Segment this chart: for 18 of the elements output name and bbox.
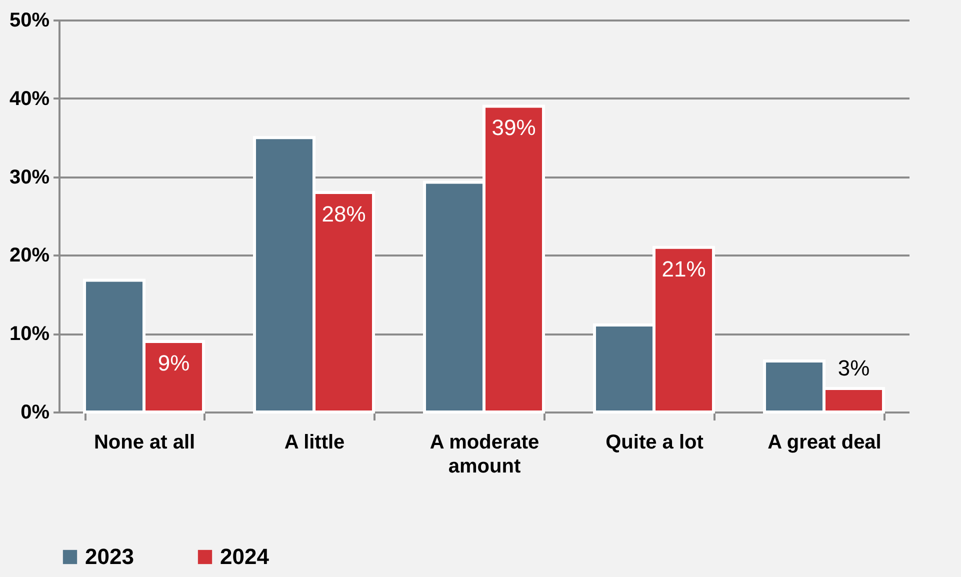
x-tick-label: A little — [284, 432, 345, 454]
legend-label: 2024 — [220, 544, 270, 569]
y-tick-label: 50% — [9, 10, 50, 32]
x-tick-label: None at all — [94, 432, 196, 454]
data-label: 3% — [838, 355, 870, 380]
x-tick-label: A moderate amount — [430, 432, 540, 478]
data-label: 39% — [492, 115, 536, 140]
data-label: 21% — [662, 256, 706, 282]
data-label: 28% — [322, 201, 366, 226]
data-label: 9% — [158, 350, 190, 376]
y-tick-label: 20% — [9, 244, 50, 267]
y-tick-label: 40% — [9, 88, 50, 110]
legend-label: 2023 — [85, 544, 134, 569]
x-tick-label: Quite a lot — [606, 432, 704, 454]
x-tick-label: A great deal — [768, 432, 882, 454]
y-tick-label: 10% — [9, 323, 50, 346]
y-tick-label: 0% — [20, 402, 50, 424]
y-tick-label: 30% — [9, 166, 50, 188]
